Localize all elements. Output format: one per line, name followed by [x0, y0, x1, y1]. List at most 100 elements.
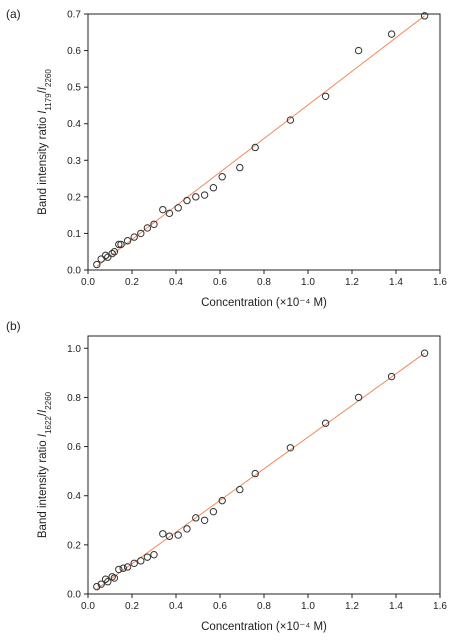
y-axis-title: Band intensity ratio I1179/I2260 [37, 69, 53, 215]
y-axis-title-part: 1622 [44, 416, 53, 434]
data-point [165, 209, 174, 218]
fit-line [96, 15, 425, 267]
y-tick-label: 0.4 [67, 119, 81, 130]
data-point [236, 485, 244, 494]
data-point [137, 557, 145, 565]
data-point [159, 205, 167, 214]
x-tick-label: 0.4 [169, 277, 183, 288]
data-point [251, 143, 259, 152]
y-tick-label: 0.6 [67, 46, 81, 57]
data-point [143, 224, 152, 232]
x-tick-label: 0.2 [125, 601, 139, 612]
x-tick-label: 1.4 [389, 277, 403, 288]
data-point [183, 525, 191, 533]
x-tick-label: 0.8 [257, 277, 271, 288]
y-axis-title-part: 2260 [44, 391, 53, 409]
panel-b: (b) 0.0 0.2 0.4 0.6 0.8 1.0 1.2 1.4 1.6 0.0 0.2 0.4 0… [6, 319, 447, 633]
data-point [130, 233, 138, 241]
x-tick-label: 0.6 [213, 277, 227, 288]
x-tick-label: 1.2 [345, 601, 359, 612]
data-point [110, 248, 119, 256]
data-point [387, 30, 396, 38]
y-tick-label: 1.0 [67, 344, 81, 355]
data-point [420, 349, 429, 357]
data-point [108, 249, 116, 258]
data-point [123, 563, 132, 571]
x-tick-label: 0.8 [257, 601, 271, 612]
x-axis-title: Concentration (×10⁻⁴ M) [201, 621, 327, 633]
data-point [93, 260, 101, 269]
y-axis-title-part: Band intensity ratio [37, 437, 49, 538]
y-tick-label: 0.6 [67, 442, 81, 453]
data-point [165, 532, 174, 540]
y-tick-label: 0.1 [67, 229, 81, 240]
fit-line [96, 352, 425, 590]
y-tick-label: 0.8 [67, 393, 81, 404]
data-point [115, 240, 123, 249]
plot-frame [87, 335, 441, 595]
data-point [150, 550, 158, 559]
data-point [387, 372, 396, 381]
data-point [123, 237, 132, 245]
x-tick-label: 0.2 [125, 277, 139, 288]
y-axis-title-part: / [37, 412, 49, 416]
y-tick-label: 0.4 [67, 491, 81, 502]
data-point [97, 580, 105, 588]
data-point [93, 582, 101, 591]
x-tick-label: 1.2 [345, 277, 359, 288]
data-point [321, 419, 330, 427]
data-point [192, 193, 200, 201]
y-axis-title-part: Band intensity ratio [37, 114, 49, 215]
data-point [183, 196, 191, 205]
y-axis-title-part: / [37, 89, 49, 93]
data-point [200, 516, 209, 524]
x-tick-label: 1.0 [301, 601, 315, 612]
data-point [420, 12, 429, 20]
data-point [101, 575, 110, 583]
data-point [174, 531, 182, 539]
data-point [97, 255, 105, 263]
data-point [236, 163, 244, 172]
data-point [143, 553, 152, 561]
y-tick-label: 0.0 [67, 590, 81, 601]
data-point [218, 496, 226, 505]
data-point [192, 514, 200, 522]
y-axis-title-part: I [37, 409, 49, 413]
y-tick-label: 0.3 [67, 156, 81, 167]
x-tick-label: 1.6 [433, 601, 447, 612]
data-point [117, 240, 125, 249]
data-point [286, 444, 295, 452]
data-point [286, 116, 295, 124]
data-point [354, 46, 363, 55]
data-point [209, 507, 218, 516]
x-tick-label: 0.0 [81, 601, 95, 612]
y-axis-title-part: I [37, 110, 49, 114]
y-axis-title-part: 1179 [44, 93, 53, 111]
data-point [209, 184, 218, 192]
y-tick-label: 0.7 [67, 10, 81, 21]
data-point [104, 253, 112, 261]
x-tick-label: 0.4 [169, 601, 183, 612]
data-point [354, 393, 363, 402]
x-axis-title: Concentration (×10⁻⁴ M) [201, 297, 327, 309]
y-tick-label: 0.5 [67, 83, 81, 94]
plot-frame [87, 13, 441, 271]
y-axis-title-part: 2260 [44, 69, 53, 87]
data-point [137, 229, 145, 238]
panel-label: (b) [6, 319, 21, 333]
data-point [174, 204, 182, 212]
data-point [130, 559, 138, 567]
data-point [150, 220, 158, 228]
data-point [110, 574, 119, 582]
data-point [115, 565, 123, 574]
x-tick-label: 1.4 [389, 601, 403, 612]
panel-label: (a) [6, 7, 21, 21]
data-point [251, 469, 259, 478]
data-point [104, 578, 112, 586]
x-tick-label: 1.6 [433, 277, 447, 288]
data-point [321, 92, 330, 100]
y-tick-label: 0.0 [67, 266, 81, 277]
y-tick-label: 0.2 [67, 192, 81, 203]
x-tick-label: 1.0 [301, 277, 315, 288]
